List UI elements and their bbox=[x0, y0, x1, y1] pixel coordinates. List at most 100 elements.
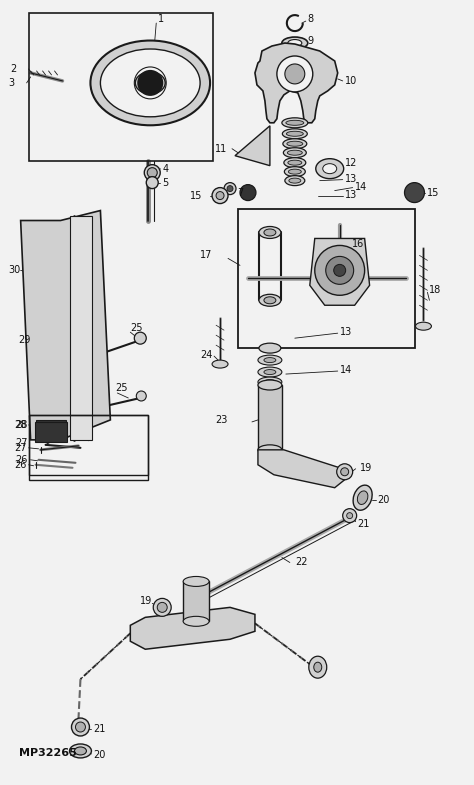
Text: 15: 15 bbox=[428, 188, 440, 198]
Ellipse shape bbox=[286, 131, 303, 137]
Text: 15: 15 bbox=[190, 191, 202, 201]
Circle shape bbox=[326, 257, 354, 284]
Ellipse shape bbox=[100, 49, 200, 117]
Text: 26: 26 bbox=[16, 455, 28, 465]
Ellipse shape bbox=[309, 656, 327, 678]
Text: 21: 21 bbox=[358, 519, 370, 528]
Ellipse shape bbox=[258, 367, 282, 377]
Ellipse shape bbox=[70, 744, 91, 758]
Ellipse shape bbox=[258, 377, 282, 387]
Ellipse shape bbox=[282, 118, 308, 128]
Circle shape bbox=[224, 183, 236, 195]
Text: 23: 23 bbox=[215, 415, 228, 425]
Text: 24: 24 bbox=[200, 350, 212, 360]
Text: 29: 29 bbox=[18, 335, 31, 345]
Bar bbox=[35, 422, 66, 442]
Text: 1: 1 bbox=[158, 14, 164, 24]
Ellipse shape bbox=[258, 355, 282, 365]
Text: 5: 5 bbox=[162, 177, 168, 188]
Text: 2: 2 bbox=[11, 64, 17, 74]
Ellipse shape bbox=[264, 358, 276, 363]
Ellipse shape bbox=[288, 169, 301, 174]
Circle shape bbox=[315, 246, 365, 295]
Circle shape bbox=[75, 722, 85, 732]
Ellipse shape bbox=[288, 160, 302, 165]
Ellipse shape bbox=[316, 159, 344, 179]
Text: 13: 13 bbox=[340, 327, 352, 338]
Ellipse shape bbox=[283, 139, 307, 148]
Ellipse shape bbox=[282, 37, 308, 49]
Ellipse shape bbox=[183, 616, 209, 626]
Polygon shape bbox=[235, 126, 270, 166]
Text: 17: 17 bbox=[200, 250, 212, 261]
Circle shape bbox=[277, 56, 313, 92]
Bar bbox=[28, 415, 148, 475]
Ellipse shape bbox=[183, 576, 209, 586]
Text: 26: 26 bbox=[15, 460, 27, 469]
Circle shape bbox=[147, 168, 157, 177]
Text: 14: 14 bbox=[340, 365, 352, 375]
Circle shape bbox=[212, 188, 228, 203]
Circle shape bbox=[216, 192, 224, 199]
Text: 22: 22 bbox=[295, 557, 307, 567]
Ellipse shape bbox=[258, 445, 282, 455]
Ellipse shape bbox=[416, 322, 431, 330]
Polygon shape bbox=[21, 210, 110, 440]
Circle shape bbox=[404, 183, 424, 203]
Ellipse shape bbox=[135, 72, 165, 94]
Ellipse shape bbox=[284, 158, 306, 168]
Text: 9: 9 bbox=[308, 36, 314, 46]
Ellipse shape bbox=[323, 163, 337, 173]
Ellipse shape bbox=[259, 227, 281, 239]
Ellipse shape bbox=[286, 120, 304, 126]
Ellipse shape bbox=[283, 129, 307, 139]
Circle shape bbox=[144, 165, 160, 181]
Bar bbox=[183, 582, 209, 622]
Text: 7: 7 bbox=[237, 188, 243, 198]
Text: 12: 12 bbox=[345, 158, 357, 168]
Circle shape bbox=[346, 513, 353, 519]
Polygon shape bbox=[255, 43, 337, 122]
Text: 3: 3 bbox=[9, 78, 15, 88]
Text: 25: 25 bbox=[115, 383, 128, 393]
Bar bbox=[71, 216, 92, 440]
Ellipse shape bbox=[314, 663, 322, 672]
Ellipse shape bbox=[284, 166, 305, 177]
Text: 18: 18 bbox=[429, 285, 442, 295]
Text: 16: 16 bbox=[352, 239, 364, 250]
Ellipse shape bbox=[287, 150, 302, 155]
Ellipse shape bbox=[264, 370, 276, 374]
Text: 27: 27 bbox=[15, 443, 27, 453]
Ellipse shape bbox=[258, 380, 282, 390]
Ellipse shape bbox=[259, 343, 281, 353]
Text: 14: 14 bbox=[355, 181, 367, 192]
Circle shape bbox=[285, 64, 305, 84]
Circle shape bbox=[343, 509, 356, 523]
Ellipse shape bbox=[264, 379, 276, 385]
Ellipse shape bbox=[357, 491, 368, 505]
Text: 13: 13 bbox=[345, 173, 357, 184]
Circle shape bbox=[134, 332, 146, 344]
Ellipse shape bbox=[285, 176, 305, 185]
Text: 4: 4 bbox=[162, 163, 168, 173]
Bar bbox=[36, 420, 65, 438]
Text: 21: 21 bbox=[93, 724, 106, 734]
Circle shape bbox=[337, 464, 353, 480]
Text: 6: 6 bbox=[215, 188, 221, 198]
Circle shape bbox=[341, 468, 349, 476]
Text: 20: 20 bbox=[93, 750, 106, 760]
Ellipse shape bbox=[212, 360, 228, 368]
Ellipse shape bbox=[91, 41, 210, 126]
Circle shape bbox=[146, 177, 158, 188]
Ellipse shape bbox=[289, 178, 301, 183]
Circle shape bbox=[227, 185, 233, 192]
Ellipse shape bbox=[287, 141, 303, 146]
Ellipse shape bbox=[353, 485, 372, 510]
Circle shape bbox=[138, 71, 162, 95]
Ellipse shape bbox=[264, 297, 276, 304]
Text: 13: 13 bbox=[345, 190, 357, 199]
Ellipse shape bbox=[283, 148, 306, 158]
Polygon shape bbox=[258, 450, 345, 487]
Bar bbox=[258, 385, 282, 450]
Bar bbox=[238, 209, 416, 348]
